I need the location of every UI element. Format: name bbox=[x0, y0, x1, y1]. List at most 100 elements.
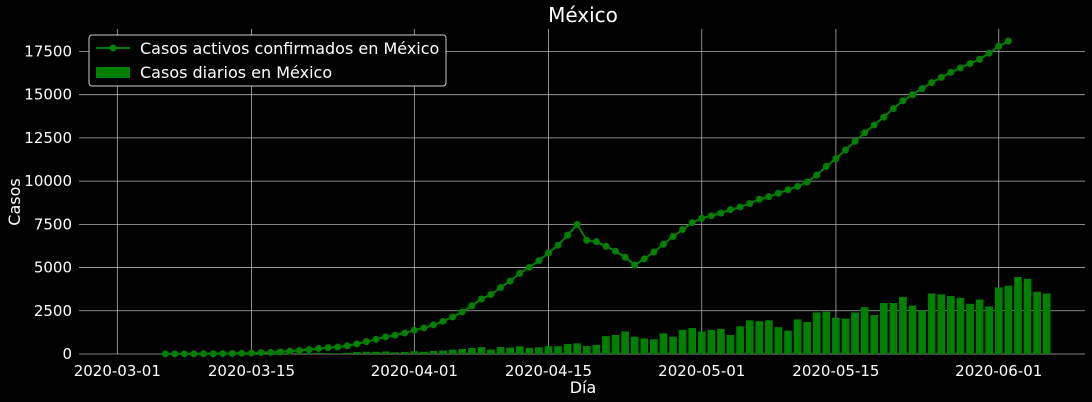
daily-cases-bar bbox=[908, 305, 917, 354]
x-tick-label: 2020-04-01 bbox=[371, 362, 458, 380]
active-cases-point bbox=[659, 240, 667, 248]
x-tick-label: 2020-04-15 bbox=[505, 362, 592, 380]
daily-cases-bar bbox=[994, 287, 1003, 354]
active-cases-point bbox=[219, 350, 227, 358]
daily-cases-bar bbox=[755, 321, 764, 354]
active-cases-point bbox=[928, 79, 936, 87]
active-cases-point bbox=[688, 219, 696, 227]
chart-title: México bbox=[548, 3, 618, 27]
active-cases-point bbox=[851, 137, 859, 145]
daily-cases-bar bbox=[1004, 285, 1013, 354]
daily-cases-bar bbox=[697, 331, 706, 354]
daily-cases-bar bbox=[372, 351, 380, 354]
active-cases-point bbox=[362, 338, 370, 346]
active-cases-point bbox=[985, 49, 993, 57]
daily-cases-bar bbox=[535, 347, 543, 354]
active-cases-point bbox=[257, 349, 265, 357]
active-cases-point bbox=[956, 64, 964, 72]
active-cases-point bbox=[343, 342, 351, 350]
active-cases-point bbox=[976, 55, 984, 63]
y-tick-label: 5000 bbox=[34, 259, 72, 277]
daily-cases-bar bbox=[439, 350, 447, 354]
active-cases-point bbox=[439, 317, 447, 325]
active-cases-point bbox=[832, 155, 840, 163]
daily-cases-bar bbox=[918, 310, 926, 354]
active-cases-point bbox=[774, 189, 782, 197]
active-cases-point bbox=[746, 200, 754, 208]
active-cases-point bbox=[592, 238, 600, 246]
daily-cases-bar bbox=[333, 353, 342, 354]
active-cases-point bbox=[305, 346, 313, 354]
x-tick-label: 2020-05-15 bbox=[792, 362, 879, 380]
active-cases-point bbox=[870, 121, 878, 129]
daily-cases-bar bbox=[496, 347, 505, 354]
active-cases-point bbox=[937, 73, 945, 81]
daily-cases-bar bbox=[410, 351, 419, 354]
active-cases-point bbox=[382, 333, 390, 341]
daily-cases-bar bbox=[324, 353, 332, 354]
daily-cases-bar bbox=[985, 306, 994, 354]
x-tick-label: 2020-03-01 bbox=[74, 362, 161, 380]
active-cases-point bbox=[276, 348, 284, 356]
active-cases-line bbox=[161, 37, 1012, 358]
daily-cases-bar bbox=[764, 320, 773, 354]
daily-cases-bar bbox=[515, 346, 524, 354]
y-tick-label: 17500 bbox=[24, 42, 72, 60]
daily-cases-bar bbox=[381, 351, 390, 354]
active-cases-point bbox=[755, 195, 763, 203]
active-cases-point bbox=[909, 91, 917, 99]
active-cases-point bbox=[727, 206, 735, 214]
daily-cases-bar bbox=[966, 303, 974, 354]
active-cases-point bbox=[736, 203, 744, 211]
active-cases-point bbox=[353, 340, 361, 348]
daily-cases-bar bbox=[717, 328, 725, 354]
active-cases-point bbox=[267, 348, 275, 356]
active-cases-point bbox=[631, 261, 639, 269]
legend-label-active: Casos activos confirmados en México bbox=[140, 39, 439, 58]
daily-cases-bar bbox=[1033, 291, 1041, 354]
active-cases-point bbox=[564, 231, 572, 239]
legend: Casos activos confirmados en México Caso… bbox=[88, 34, 447, 87]
active-cases-point bbox=[458, 308, 466, 316]
daily-cases-bar bbox=[784, 330, 792, 354]
y-tick-label: 0 bbox=[62, 345, 72, 363]
active-cases-point bbox=[995, 42, 1003, 50]
active-cases-point bbox=[420, 324, 428, 332]
active-cases-point bbox=[794, 182, 802, 190]
active-cases-point bbox=[295, 346, 303, 354]
daily-cases-bar bbox=[582, 345, 591, 354]
legend-line-marker bbox=[109, 44, 117, 52]
daily-cases-bar bbox=[487, 349, 495, 354]
daily-cases-bar bbox=[841, 318, 850, 354]
active-cases-point bbox=[640, 255, 648, 263]
active-cases-point bbox=[612, 247, 620, 255]
active-cases-point bbox=[171, 350, 179, 358]
active-cases-point bbox=[516, 269, 524, 277]
daily-cases-bar bbox=[563, 344, 572, 354]
active-cases-point bbox=[679, 226, 687, 234]
daily-cases-bar bbox=[400, 351, 409, 354]
active-cases-point bbox=[238, 349, 246, 357]
daily-cases-bar bbox=[1023, 278, 1032, 354]
active-cases-point bbox=[717, 209, 725, 217]
active-cases-point bbox=[497, 284, 505, 292]
daily-cases-bar bbox=[726, 334, 735, 354]
daily-cases-bar bbox=[745, 320, 754, 354]
daily-cases-bar bbox=[879, 303, 888, 354]
daily-cases-bar bbox=[525, 347, 534, 354]
daily-cases-bar bbox=[793, 319, 802, 354]
daily-cases-bar bbox=[832, 317, 840, 354]
active-cases-point bbox=[209, 350, 217, 358]
daily-cases-bar bbox=[544, 346, 553, 354]
active-cases-point bbox=[535, 257, 543, 265]
active-cases-point bbox=[813, 171, 821, 179]
active-cases-point bbox=[573, 220, 581, 228]
active-cases-point bbox=[784, 186, 792, 194]
daily-cases-bar bbox=[429, 350, 438, 354]
daily-cases-bar bbox=[621, 331, 629, 354]
active-cases-point bbox=[487, 291, 495, 299]
daily-cases-bar bbox=[956, 297, 965, 354]
daily-cases-bar bbox=[448, 349, 457, 354]
active-cases-point bbox=[803, 178, 811, 186]
